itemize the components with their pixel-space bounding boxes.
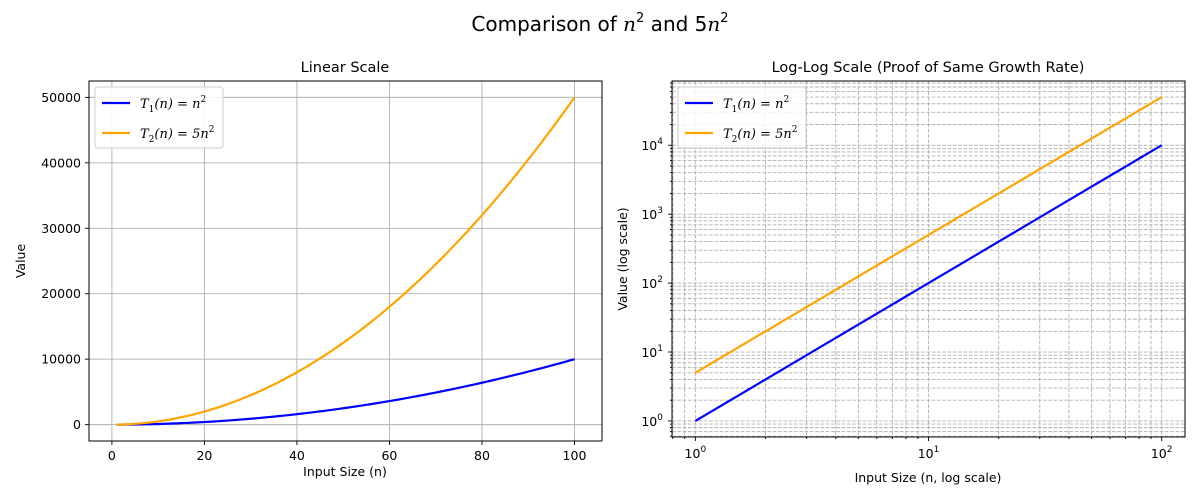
- linear-x-tick-label: 40: [289, 448, 305, 463]
- linear-panel-title: Linear Scale: [301, 60, 390, 76]
- loglog-y-tick-label: 103: [641, 206, 663, 222]
- linear-x-tick-label: 20: [196, 448, 212, 463]
- linear-y-tick-label: 50000: [41, 90, 81, 105]
- loglog-y-tick-label: 101: [641, 344, 663, 360]
- loglog-x-tick-label: 100: [685, 445, 707, 461]
- linear-x-tick-label: 0: [108, 448, 116, 463]
- linear-series-line-2: [116, 96, 576, 426]
- loglog-x-axis-label: Input Size (n, log scale): [855, 470, 1002, 485]
- loglog-grid: [672, 81, 1185, 437]
- loglog-plot-lines: [694, 96, 1163, 422]
- linear-ticks: 0 20 40 60 80 100 0 10000 20000 30000 40000 50000: [41, 90, 586, 463]
- loglog-ticks: 100 101 102 100 101 102 103 104: [641, 82, 1173, 461]
- linear-y-axis-label: Value: [13, 244, 28, 279]
- linear-x-tick-label: 100: [563, 448, 587, 463]
- loglog-y-tick-label: 100: [641, 413, 663, 429]
- linear-series-line-1: [116, 358, 575, 426]
- loglog-y-axis-label: Value (log scale): [615, 207, 630, 310]
- linear-legend: T1(n) = n2 T2(n) = 5n2: [94, 86, 224, 149]
- linear-x-tick-label: 60: [381, 448, 397, 463]
- linear-y-tick-label: 30000: [41, 221, 81, 236]
- loglog-series-line-2: [694, 96, 1163, 374]
- linear-plot-lines: [116, 96, 576, 426]
- figure-title: Comparison of n2 and 5n2: [471, 11, 728, 36]
- loglog-panel-title: Log-Log Scale (Proof of Same Growth Rate…: [772, 60, 1085, 76]
- loglog-legend-label-t2: T2(n) = 5n2: [723, 125, 797, 145]
- linear-scale-panel: Linear Scale 0 20 40 60 80 100 0 10000 20000 3000…: [13, 60, 603, 479]
- linear-y-tick-label: 40000: [41, 155, 81, 170]
- loglog-legend-label-t1: T1(n) = n2: [723, 95, 789, 115]
- linear-x-axis-label: Input Size (n): [303, 464, 387, 479]
- loglog-y-tick-label: 104: [641, 137, 663, 153]
- linear-x-tick-label: 80: [474, 448, 490, 463]
- loglog-x-tick-label: 102: [1151, 445, 1173, 461]
- linear-y-tick-label: 20000: [41, 286, 81, 301]
- loglog-scale-panel: Log-Log Scale (Proof of Same Growth Rate…: [615, 60, 1186, 485]
- linear-y-tick-label: 0: [73, 417, 81, 432]
- linear-legend-label-t2: T2(n) = 5n2: [140, 125, 214, 145]
- linear-y-tick-label: 10000: [41, 352, 81, 367]
- linear-legend-label-t1: T1(n) = n2: [140, 95, 206, 115]
- loglog-series-line-1: [694, 144, 1163, 422]
- loglog-y-tick-label: 102: [641, 275, 663, 291]
- loglog-legend: T1(n) = n2 T2(n) = 5n2: [677, 86, 807, 149]
- linear-axes-frame: [88, 80, 603, 442]
- loglog-x-tick-label: 101: [918, 445, 940, 461]
